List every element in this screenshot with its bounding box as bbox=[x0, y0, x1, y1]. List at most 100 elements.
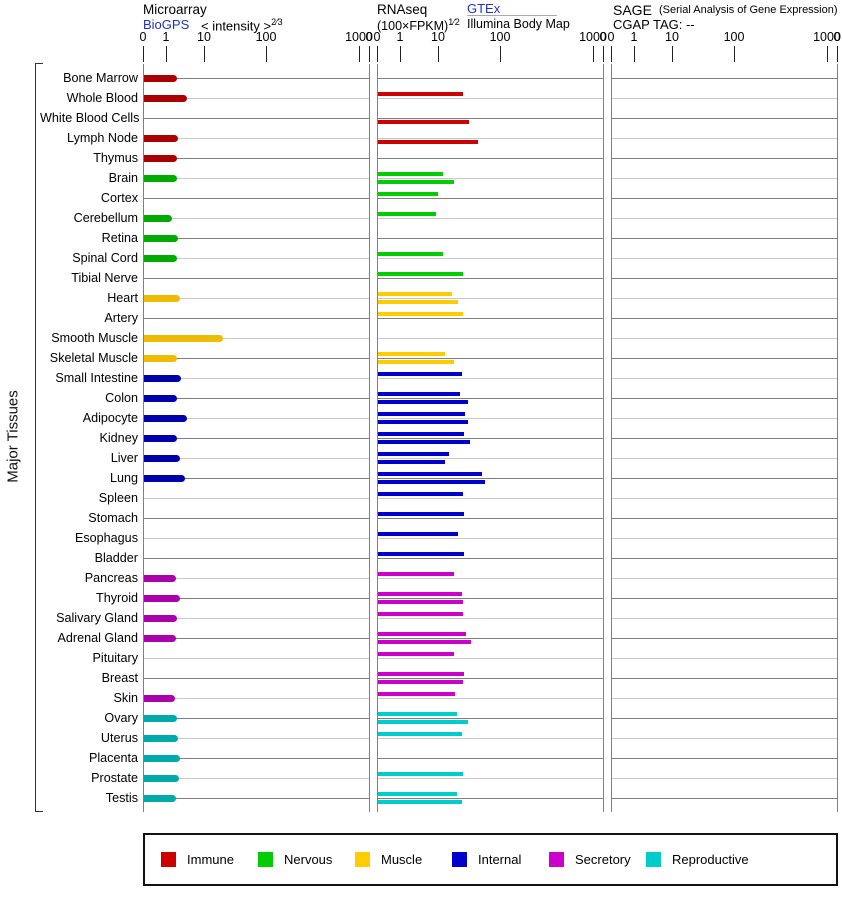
rnaseq-illumina-bar bbox=[377, 440, 470, 444]
microarray-bar bbox=[143, 635, 176, 642]
microarray-bar bbox=[143, 595, 180, 602]
row-guideline bbox=[377, 138, 603, 139]
row-guideline bbox=[377, 678, 603, 679]
microarray-bar bbox=[143, 375, 181, 382]
rnaseq-gtex-bar bbox=[377, 632, 466, 636]
row-guideline bbox=[611, 118, 837, 119]
cgap-tag-label: CGAP TAG: -- bbox=[613, 17, 695, 32]
rnaseq-gtex-bar bbox=[377, 552, 464, 556]
tissue-label: Heart bbox=[107, 291, 138, 305]
microarray-bar bbox=[143, 135, 178, 142]
illumina-body-map-label: Illumina Body Map bbox=[467, 17, 570, 31]
row-guideline bbox=[611, 158, 837, 159]
tissue-label: Placenta bbox=[88, 751, 138, 765]
gtex-link[interactable]: GTEx bbox=[467, 1, 501, 16]
microarray-bar bbox=[143, 75, 177, 82]
tissue-label: Bladder bbox=[94, 551, 138, 565]
microarray-bar bbox=[143, 695, 175, 702]
axis-tick-label: 0 bbox=[365, 30, 373, 44]
row-guideline bbox=[143, 498, 369, 499]
row-guideline bbox=[611, 718, 837, 719]
tissue-label: Adipocyte bbox=[82, 411, 138, 425]
row-guideline bbox=[377, 178, 603, 179]
axis-tick bbox=[611, 46, 612, 62]
microarray-bar bbox=[143, 475, 185, 482]
rnaseq-illumina-bar bbox=[377, 300, 458, 304]
row-guideline bbox=[611, 238, 837, 239]
row-guideline bbox=[143, 298, 369, 299]
row-guideline bbox=[143, 378, 369, 379]
row-guideline bbox=[377, 598, 603, 599]
microarray-bar bbox=[143, 415, 187, 422]
row-guideline bbox=[611, 658, 837, 659]
microarray-bar bbox=[143, 715, 177, 722]
row-guideline bbox=[611, 478, 837, 479]
row-guideline bbox=[611, 518, 837, 519]
row-guideline bbox=[377, 718, 603, 719]
row-guideline bbox=[143, 678, 369, 679]
rnaseq-illumina-bar bbox=[377, 420, 468, 424]
row-guideline bbox=[377, 358, 603, 359]
row-guideline bbox=[611, 458, 837, 459]
row-guideline bbox=[377, 118, 603, 119]
row-guideline bbox=[377, 278, 603, 279]
row-guideline bbox=[377, 498, 603, 499]
panel-right-border bbox=[603, 64, 604, 812]
row-guideline bbox=[377, 258, 603, 259]
rnaseq-gtex-bar bbox=[377, 372, 462, 376]
rnaseq-gtex-bar bbox=[377, 412, 465, 416]
row-guideline bbox=[377, 758, 603, 759]
row-guideline bbox=[611, 678, 837, 679]
row-guideline bbox=[143, 278, 369, 279]
row-guideline bbox=[377, 518, 603, 519]
rnaseq-gtex-bar bbox=[377, 172, 443, 176]
axis-tick bbox=[593, 46, 594, 62]
axis-tick-label: 0 bbox=[599, 30, 607, 44]
row-guideline bbox=[377, 558, 603, 559]
sage-subtitle: (Serial Analysis of Gene Expression) bbox=[659, 4, 838, 16]
tissue-label: Ovary bbox=[104, 711, 138, 725]
microarray-bar bbox=[143, 155, 177, 162]
axis-tick bbox=[634, 46, 635, 62]
rnaseq-gtex-bar bbox=[377, 672, 464, 676]
row-guideline bbox=[143, 158, 369, 159]
rnaseq-gtex-bar bbox=[377, 792, 457, 796]
legend-swatch bbox=[549, 852, 564, 867]
microarray-scale-exponent: 2⁄3 bbox=[271, 17, 283, 27]
tissue-label: Skeletal Muscle bbox=[49, 351, 138, 365]
row-guideline bbox=[377, 778, 603, 779]
rnaseq-gtex-bar bbox=[377, 772, 463, 776]
microarray-bar bbox=[143, 575, 176, 582]
tissue-label: Spinal Cord bbox=[72, 251, 138, 265]
row-guideline bbox=[377, 78, 603, 79]
tissue-label: Whole Blood bbox=[66, 91, 138, 105]
tissue-label: Adrenal Gland bbox=[57, 631, 138, 645]
biogps-link[interactable]: BioGPS bbox=[143, 17, 190, 32]
axis-tick-label: 0 bbox=[373, 30, 381, 44]
axis-tick-label: 1000 bbox=[579, 30, 607, 44]
legend-item: Reproductive bbox=[646, 835, 749, 884]
row-guideline bbox=[611, 758, 837, 759]
legend-swatch bbox=[646, 852, 661, 867]
row-guideline bbox=[143, 598, 369, 599]
row-guideline bbox=[143, 618, 369, 619]
row-guideline bbox=[143, 218, 369, 219]
row-guideline bbox=[611, 358, 837, 359]
row-guideline bbox=[143, 438, 369, 439]
row-guideline bbox=[611, 438, 837, 439]
rnaseq-illumina-bar bbox=[377, 680, 463, 684]
rnaseq-illumina-bar bbox=[377, 720, 468, 724]
row-guideline bbox=[611, 618, 837, 619]
rnaseq-gtex-bar bbox=[377, 292, 452, 296]
rnaseq-illumina-bar bbox=[377, 480, 485, 484]
axis-tick bbox=[603, 46, 604, 62]
rnaseq-gtex-bar bbox=[377, 92, 463, 96]
rnaseq-gtex-bar bbox=[377, 732, 462, 736]
row-guideline bbox=[377, 418, 603, 419]
microarray-bar bbox=[143, 395, 177, 402]
row-guideline bbox=[377, 618, 603, 619]
microarray-title: Microarray bbox=[143, 2, 207, 17]
microarray-scale-label: < intensity >2⁄3 bbox=[201, 17, 283, 34]
row-guideline bbox=[143, 318, 369, 319]
rnaseq-gtex-bar bbox=[377, 712, 457, 716]
